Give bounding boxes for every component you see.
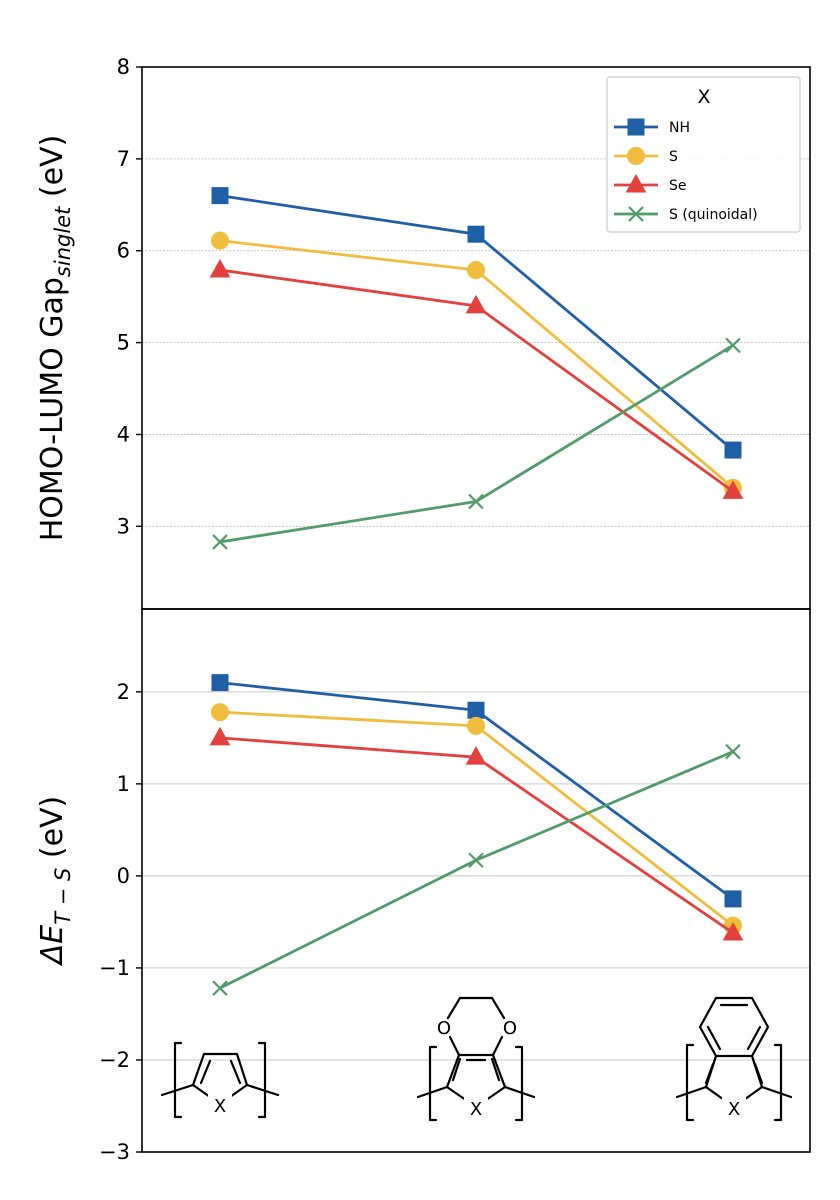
legend-swatch-marker <box>627 118 645 136</box>
gap-data-point <box>467 225 485 243</box>
gap-series-s <box>211 231 742 497</box>
benzothiophene-structure: X <box>675 996 793 1122</box>
legend-entry: S (quinoidal) <box>614 206 758 223</box>
delta-e-data-point <box>465 746 487 765</box>
gap-data-point <box>722 480 744 499</box>
delta-e-y-ticks: −3 −2 −1 0 1 2 <box>99 680 142 1164</box>
delta-e-data-point <box>725 743 741 760</box>
gap-y-tick-label: 8 <box>117 55 130 79</box>
gap-data-point <box>468 493 484 510</box>
legend-swatch-marker <box>625 173 647 193</box>
gap-y-tick-label: 4 <box>117 422 130 446</box>
delta-e-series-nh <box>211 674 742 908</box>
legend-swatch-marker <box>628 206 644 222</box>
delta-e-data-point <box>724 890 742 908</box>
gap-data-point <box>465 294 487 314</box>
legend-swatch-marker <box>627 147 645 165</box>
delta-e-series-line <box>219 750 734 990</box>
legend-label: Se <box>669 178 687 194</box>
legend-label: S <box>669 149 678 165</box>
delta-e-series <box>209 674 744 996</box>
legend-entry: S <box>614 147 678 165</box>
delta-e-series-s-quinoidal <box>212 743 741 996</box>
gap-y-label-sub: singlet <box>51 206 75 277</box>
delta-e-y-label-tail: (eV) <box>35 796 70 868</box>
legend-label: S (quinoidal) <box>669 207 758 223</box>
benzothiophene-x-label: X <box>728 1099 740 1120</box>
gap-series-nh <box>211 187 742 459</box>
gap-data-point <box>467 261 485 280</box>
delta-e-panel: −3 −2 −1 0 1 2 ΔET − S (eV) X <box>35 674 810 1164</box>
gap-panel: 3 4 5 6 7 8 HOMO-LUMO Gapsinglet (eV) X NH S Se… <box>35 55 810 550</box>
legend-entry: NH <box>614 118 690 136</box>
delta-e-y-tick-label: −2 <box>99 1048 130 1072</box>
delta-e-gridlines <box>142 691 810 1061</box>
edot-oxygen-left-label: O <box>437 1018 451 1039</box>
gap-y-label-tail: (eV) <box>35 135 70 207</box>
legend-frame <box>606 76 801 233</box>
delta-e-y-label-sub: T − S <box>51 868 75 925</box>
delta-e-data-point <box>211 674 229 692</box>
delta-e-data-point <box>468 852 484 869</box>
edot-structure: O O X <box>416 996 536 1122</box>
gap-data-point <box>209 258 231 278</box>
legend-label: NH <box>669 120 690 136</box>
delta-e-y-tick-label: −3 <box>99 1140 130 1164</box>
legend-entry: Se <box>614 173 687 194</box>
gap-data-point <box>212 534 228 550</box>
delta-e-series-s <box>211 703 742 935</box>
legend: X NH S Se S (quinoidal) <box>606 76 801 233</box>
delta-e-data-point <box>467 716 485 735</box>
gap-y-label-main: HOMO-LUMO Gap <box>35 277 70 541</box>
gap-data-point <box>725 337 741 354</box>
edot-x-label: X <box>470 1099 482 1120</box>
gap-series <box>209 187 744 550</box>
gap-data-point <box>211 187 229 205</box>
delta-e-data-point <box>212 980 228 996</box>
delta-e-axes-frame <box>141 608 811 1153</box>
delta-e-y-tick-label: −1 <box>99 956 130 980</box>
delta-e-data-point <box>209 726 231 746</box>
delta-e-series-se <box>209 726 744 941</box>
gap-y-tick-label: 3 <box>117 514 130 538</box>
legend-title: X <box>697 86 710 108</box>
gap-y-tick-label: 6 <box>117 239 130 263</box>
delta-e-y-label-prefix: ΔE <box>35 925 70 967</box>
delta-e-y-tick-label: 1 <box>117 772 130 796</box>
thiophene-x-label: X <box>214 1096 226 1117</box>
legend-entries: NH S Se S (quinoidal) <box>614 118 758 223</box>
thiophene-structure: X <box>160 1041 280 1119</box>
gap-y-tick-label: 7 <box>117 147 130 171</box>
gap-y-ticks: 3 4 5 6 7 8 <box>117 55 142 538</box>
delta-e-data-point <box>467 701 485 719</box>
gap-y-axis-label: HOMO-LUMO Gapsinglet (eV) <box>35 135 75 542</box>
gap-series-se <box>209 258 744 499</box>
delta-e-series-line <box>219 736 734 935</box>
delta-e-data-point <box>722 921 744 941</box>
edot-oxygen-right-label: O <box>503 1018 517 1039</box>
gap-data-point <box>724 441 742 459</box>
delta-e-y-tick-label: 0 <box>117 864 130 888</box>
delta-e-y-tick-label: 2 <box>117 680 130 704</box>
gap-y-tick-label: 5 <box>117 331 130 355</box>
delta-e-data-point <box>211 703 229 722</box>
delta-e-y-axis-label: ΔET − S (eV) <box>35 796 75 967</box>
gap-data-point <box>211 231 229 250</box>
gap-series-line <box>219 344 734 544</box>
gap-series-s-quinoidal <box>212 337 741 550</box>
